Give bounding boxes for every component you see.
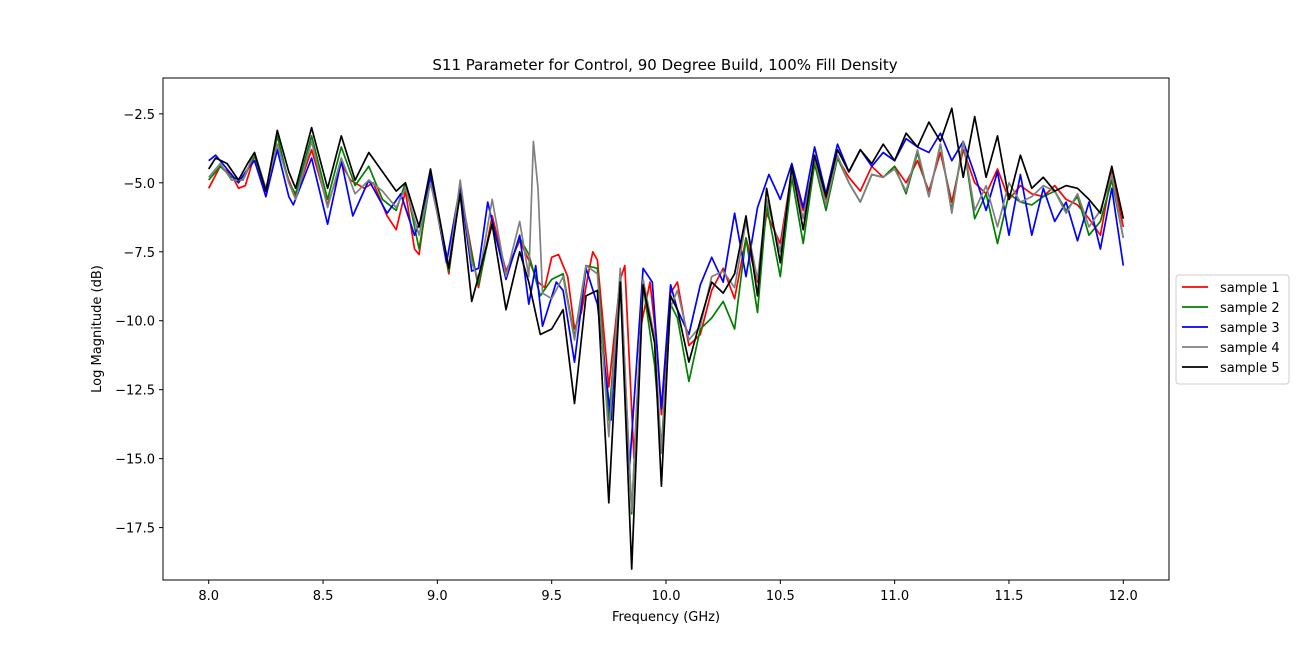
x-axis: 8.0 8.5 9.0 9.5 10.0 10.5 11.0 11.5 12.0 [198,580,1138,604]
x-tick-label: 10.5 [766,589,795,604]
x-tick-label: 11.0 [880,589,909,604]
y-tick-label: −7.5 [123,246,155,261]
y-tick-label: −5.0 [123,177,155,192]
y-axis: −2.5 −5.0 −7.5 −10.0 −12.5 −15.0 −17.5 [115,108,163,537]
y-tick-label: −15.0 [115,453,155,468]
series-line-2 [208,135,1125,515]
chart-title: S11 Parameter for Control, 90 Degree Bui… [432,56,897,74]
x-tick-label: 9.0 [427,589,448,604]
x-tick-label: 8.5 [313,589,334,604]
legend-label-1: sample 1 [1220,281,1280,296]
series-line-3 [208,132,1125,471]
x-tick-label: 11.5 [994,589,1023,604]
legend-frame [1175,274,1290,385]
series-line-5 [207,107,1125,570]
legend: sample 1 sample 2 sample 3 sample 4 sample 5 [1175,274,1290,385]
plot-lines [207,107,1125,570]
x-tick-label: 12.0 [1109,589,1138,604]
x-axis-label: Frequency (GHz) [612,610,720,625]
series-line-1 [207,143,1125,460]
x-tick-label: 8.0 [198,589,219,604]
x-tick-label: 9.5 [541,589,562,604]
y-tick-label: −10.0 [115,315,155,330]
legend-label-3: sample 3 [1220,321,1280,336]
legend-label-2: sample 2 [1220,301,1280,316]
legend-label-5: sample 5 [1220,361,1280,376]
y-axis-label: Log Magnitude (dB) [90,265,105,393]
x-tick-label: 10.0 [652,589,681,604]
y-tick-label: −17.5 [115,522,155,537]
legend-label-4: sample 4 [1220,341,1280,356]
y-tick-label: −12.5 [115,384,155,399]
y-tick-label: −2.5 [123,108,155,123]
